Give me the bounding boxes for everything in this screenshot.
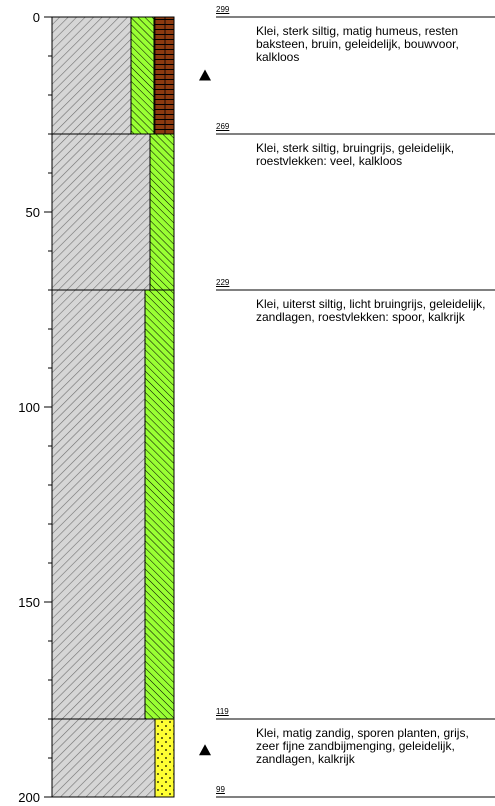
layer-description: Klei, sterk siltig, matig humeus, resten… [256, 24, 459, 64]
layer-4-sand-column [154, 718, 175, 798]
layer-code: 299 [216, 5, 230, 14]
tick-label: 200 [18, 790, 40, 805]
layer-3-silt-column [144, 289, 175, 720]
layer-4-clay-column [51, 718, 156, 798]
layer-description: Klei, uiterst siltig, licht bruingrijs, … [256, 297, 486, 324]
layer-1-clay-column [51, 16, 132, 135]
layer-boundaries [216, 16, 495, 798]
layer-1-humus-column [153, 16, 175, 135]
layer-3-clay-column [51, 289, 146, 720]
layer-code: 99 [216, 785, 225, 794]
layer-description: Klei, sterk siltig, bruingrijs, geleidel… [256, 141, 455, 168]
layer-code: 269 [216, 122, 230, 131]
layer-2-silt-column [149, 133, 175, 291]
layer-code: 229 [216, 278, 230, 287]
triangle-marker-icon [199, 744, 211, 756]
layer-code: 119 [216, 707, 229, 716]
markers [199, 69, 211, 756]
tick-label: 150 [18, 595, 40, 610]
tick-label: 0 [33, 10, 40, 25]
layer-2-clay-column [51, 133, 151, 291]
tick-label: 50 [26, 205, 40, 220]
layer-columns [51, 16, 175, 798]
layer-1-silt-column [130, 16, 155, 135]
depth-axis: 0 50 100 150 200 [18, 10, 53, 805]
tick-label: 100 [18, 400, 40, 415]
triangle-marker-icon [199, 69, 211, 81]
layer-description: Klei, matig zandig, sporen planten, grij… [256, 726, 469, 766]
